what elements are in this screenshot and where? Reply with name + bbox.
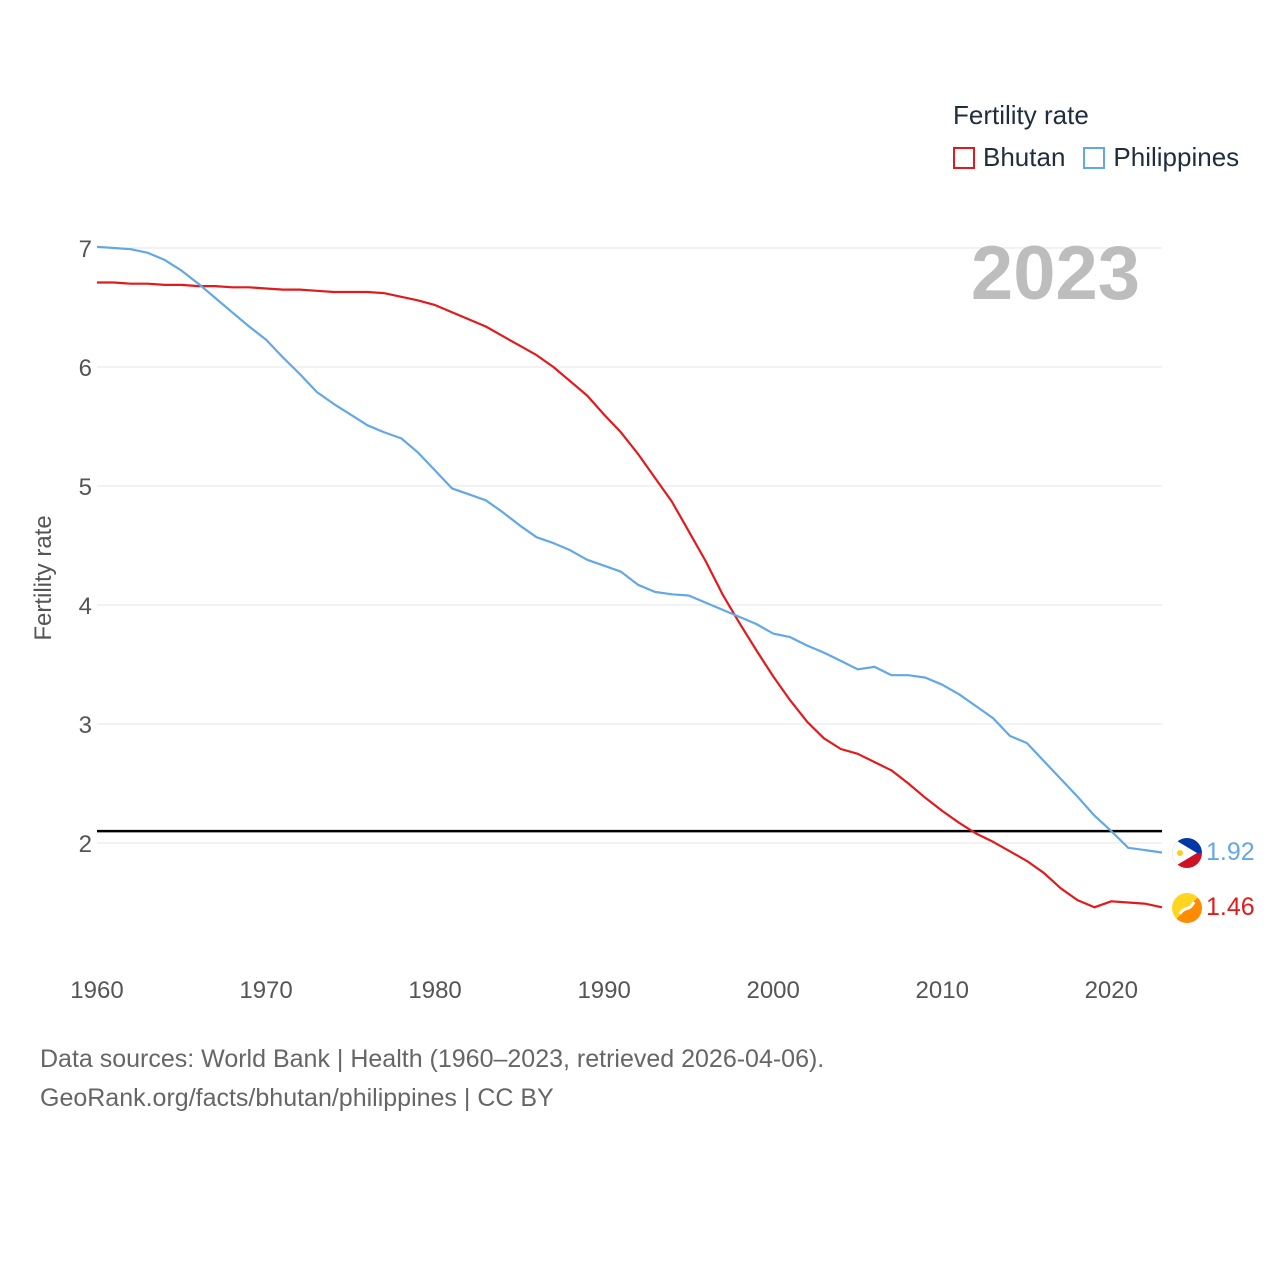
series-line-philippines bbox=[96, 245, 1163, 854]
y-tick-7: 7 bbox=[79, 236, 92, 263]
bhutan-end-value: 1.46 bbox=[1206, 893, 1255, 921]
x-tick-1960: 1960 bbox=[70, 977, 123, 1004]
legend-label-philippines: Philippines bbox=[1113, 142, 1240, 172]
footer-sources: Data sources: World Bank | Health (1960–… bbox=[40, 1045, 825, 1073]
philippines-end-value: 1.92 bbox=[1206, 838, 1255, 866]
x-tick-1990: 1990 bbox=[577, 977, 630, 1004]
legend-label-bhutan: Bhutan bbox=[983, 142, 1066, 172]
series-lines bbox=[96, 245, 1163, 909]
y-tick-6: 6 bbox=[79, 355, 92, 382]
x-tick-2000: 2000 bbox=[746, 977, 799, 1004]
legend-item-philippines[interactable]: Philippines bbox=[1083, 142, 1239, 173]
legend: Bhutan Philippines bbox=[953, 142, 1257, 173]
gridlines bbox=[97, 247, 1162, 844]
legend-item-bhutan[interactable]: Bhutan bbox=[953, 142, 1065, 173]
end-markers bbox=[1172, 838, 1202, 923]
y-tick-labels: 2 3 4 5 6 7 bbox=[79, 236, 92, 858]
y-tick-4: 4 bbox=[79, 593, 92, 620]
x-tick-labels: 1960 1970 1980 1990 2000 2010 2020 bbox=[70, 977, 1138, 1004]
philippines-swatch bbox=[1083, 146, 1106, 169]
philippines-flag-icon bbox=[1172, 838, 1202, 868]
x-tick-1980: 1980 bbox=[408, 977, 461, 1004]
y-tick-3: 3 bbox=[79, 712, 92, 739]
y-tick-2: 2 bbox=[79, 831, 92, 858]
footer-attribution[interactable]: GeoRank.org/facts/bhutan/philippines | C… bbox=[40, 1084, 554, 1112]
y-axis-label: Fertility rate bbox=[30, 515, 57, 640]
bhutan-flag-icon bbox=[1172, 893, 1202, 923]
x-tick-1970: 1970 bbox=[239, 977, 292, 1004]
bhutan-swatch bbox=[953, 146, 975, 169]
x-tick-2020: 2020 bbox=[1085, 977, 1138, 1004]
legend-title: Fertility rate bbox=[953, 100, 1089, 130]
x-tick-2010: 2010 bbox=[916, 977, 969, 1004]
y-tick-5: 5 bbox=[79, 474, 92, 501]
year-label: 2023 bbox=[971, 231, 1140, 316]
series-line-bhutan bbox=[97, 281, 1163, 909]
